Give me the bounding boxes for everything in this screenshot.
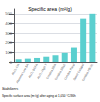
svg-text:300: 300 <box>5 31 12 36</box>
svg-text:Stabilizers: Stabilizers <box>2 87 18 91</box>
svg-text:Specific surface area (m²/g) a: Specific surface area (m²/g) after aging… <box>2 94 76 98</box>
svg-text:Condea Pural: Condea Pural <box>63 63 76 81</box>
svg-text:500: 500 <box>5 11 12 16</box>
svg-text:Condea SBa2: Condea SBa2 <box>53 63 67 82</box>
svg-text:100: 100 <box>5 50 12 55</box>
svg-text:0: 0 <box>10 60 13 65</box>
svg-text:Alumina Low SA: Alumina Low SA <box>15 63 29 84</box>
svg-text:400: 400 <box>5 21 12 26</box>
svg-text:Condea SBA: Condea SBA <box>45 63 58 80</box>
svg-text:Al₂O₃ High T: Al₂O₃ High T <box>36 63 48 80</box>
svg-text:Al₂O₃ CR: Al₂O₃ CR <box>10 63 21 76</box>
svg-text:Sasol Catapal: Sasol Catapal <box>72 63 85 82</box>
svg-text:Al₂O₃ SCFA: Al₂O₃ SCFA <box>27 63 39 79</box>
svg-text:200: 200 <box>5 40 12 45</box>
svg-text:Condea HS-30: Condea HS-30 <box>81 63 95 82</box>
svg-text:Specific area (m²/g): Specific area (m²/g) <box>28 6 72 12</box>
